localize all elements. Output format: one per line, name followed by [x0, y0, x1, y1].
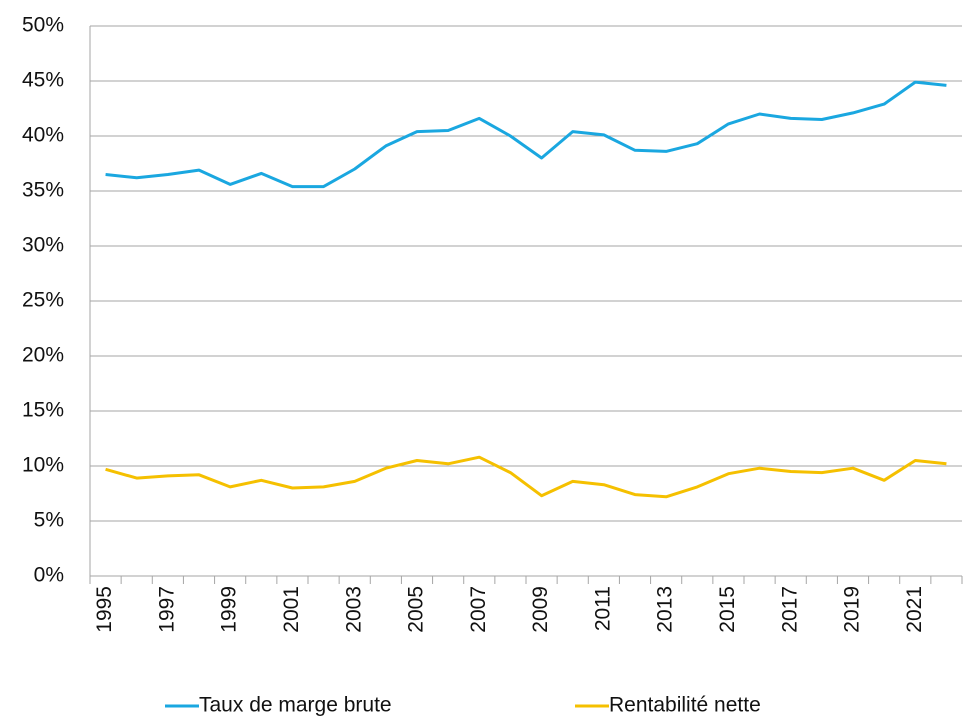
y-tick-label: 40% — [22, 124, 64, 147]
x-tick-label: 2001 — [280, 586, 303, 633]
x-tick-label: 2015 — [716, 586, 739, 633]
x-tick-label: 2021 — [903, 586, 926, 633]
x-tick-label: 2013 — [654, 586, 677, 633]
legend-label: Taux de marge brute — [199, 694, 392, 717]
y-tick-label: 0% — [34, 564, 64, 587]
x-tick-label: 2019 — [841, 586, 864, 633]
x-tick-label: 1995 — [93, 586, 116, 633]
y-tick-label: 30% — [22, 234, 64, 257]
x-tick-label: 1999 — [218, 586, 241, 633]
y-tick-label: 25% — [22, 289, 64, 312]
x-tick-label: 2017 — [778, 586, 801, 633]
series-line — [105, 455, 947, 499]
y-tick-label: 15% — [22, 399, 64, 422]
x-tick-label: 2007 — [467, 586, 490, 633]
series-line — [105, 80, 947, 189]
x-tick-label: 1997 — [155, 586, 178, 633]
y-tick-label: 5% — [34, 509, 64, 532]
x-tick-label: 2005 — [405, 586, 428, 633]
x-tick-label: 2003 — [342, 586, 365, 633]
x-tick-label: 2011 — [591, 586, 614, 631]
x-tick-label: 2009 — [529, 586, 552, 633]
y-tick-label: 20% — [22, 344, 64, 367]
legend-label: Rentabilité nette — [609, 694, 761, 717]
y-tick-label: 50% — [22, 14, 64, 37]
y-tick-label: 10% — [22, 454, 64, 477]
y-tick-label: 35% — [22, 179, 64, 202]
y-tick-label: 45% — [22, 69, 64, 92]
